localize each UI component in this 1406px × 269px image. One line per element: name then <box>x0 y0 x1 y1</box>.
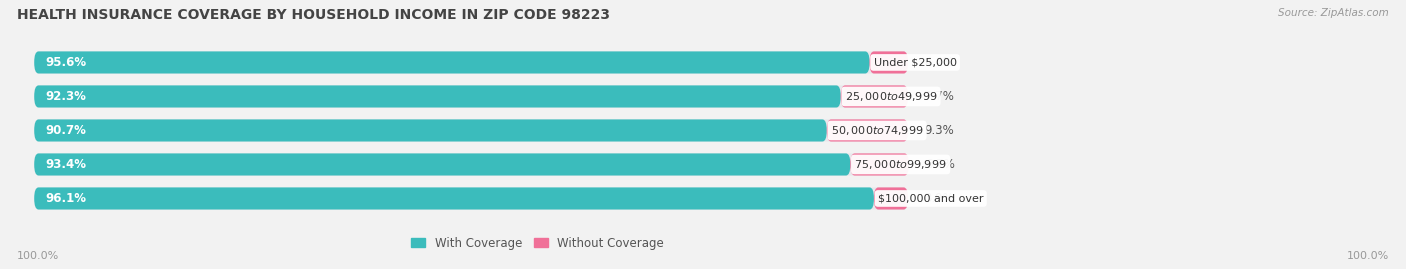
Text: 100.0%: 100.0% <box>1347 251 1389 261</box>
Text: 7.7%: 7.7% <box>924 90 955 103</box>
FancyBboxPatch shape <box>34 86 841 108</box>
FancyBboxPatch shape <box>841 86 908 108</box>
FancyBboxPatch shape <box>34 153 851 175</box>
Text: 100.0%: 100.0% <box>17 251 59 261</box>
Text: $100,000 and over: $100,000 and over <box>877 193 983 203</box>
Text: $25,000 to $49,999: $25,000 to $49,999 <box>845 90 938 103</box>
FancyBboxPatch shape <box>34 119 908 141</box>
Text: 96.1%: 96.1% <box>45 192 86 205</box>
Text: 3.9%: 3.9% <box>924 192 953 205</box>
FancyBboxPatch shape <box>34 51 908 73</box>
FancyBboxPatch shape <box>34 187 875 210</box>
Text: 93.4%: 93.4% <box>45 158 86 171</box>
Text: $50,000 to $74,999: $50,000 to $74,999 <box>831 124 924 137</box>
FancyBboxPatch shape <box>869 51 908 73</box>
Text: HEALTH INSURANCE COVERAGE BY HOUSEHOLD INCOME IN ZIP CODE 98223: HEALTH INSURANCE COVERAGE BY HOUSEHOLD I… <box>17 8 610 22</box>
Text: 4.4%: 4.4% <box>924 56 955 69</box>
Text: 95.6%: 95.6% <box>45 56 86 69</box>
FancyBboxPatch shape <box>875 187 908 210</box>
Legend: With Coverage, Without Coverage: With Coverage, Without Coverage <box>406 232 669 254</box>
FancyBboxPatch shape <box>34 187 908 210</box>
Text: Source: ZipAtlas.com: Source: ZipAtlas.com <box>1278 8 1389 18</box>
FancyBboxPatch shape <box>851 153 908 175</box>
Text: 9.3%: 9.3% <box>924 124 953 137</box>
Text: 90.7%: 90.7% <box>45 124 86 137</box>
FancyBboxPatch shape <box>34 51 869 73</box>
FancyBboxPatch shape <box>827 119 908 141</box>
FancyBboxPatch shape <box>34 119 827 141</box>
Text: Under $25,000: Under $25,000 <box>873 58 956 68</box>
Text: $75,000 to $99,999: $75,000 to $99,999 <box>855 158 946 171</box>
FancyBboxPatch shape <box>34 153 908 175</box>
Text: 6.7%: 6.7% <box>925 158 955 171</box>
FancyBboxPatch shape <box>34 86 908 108</box>
Text: 92.3%: 92.3% <box>45 90 86 103</box>
